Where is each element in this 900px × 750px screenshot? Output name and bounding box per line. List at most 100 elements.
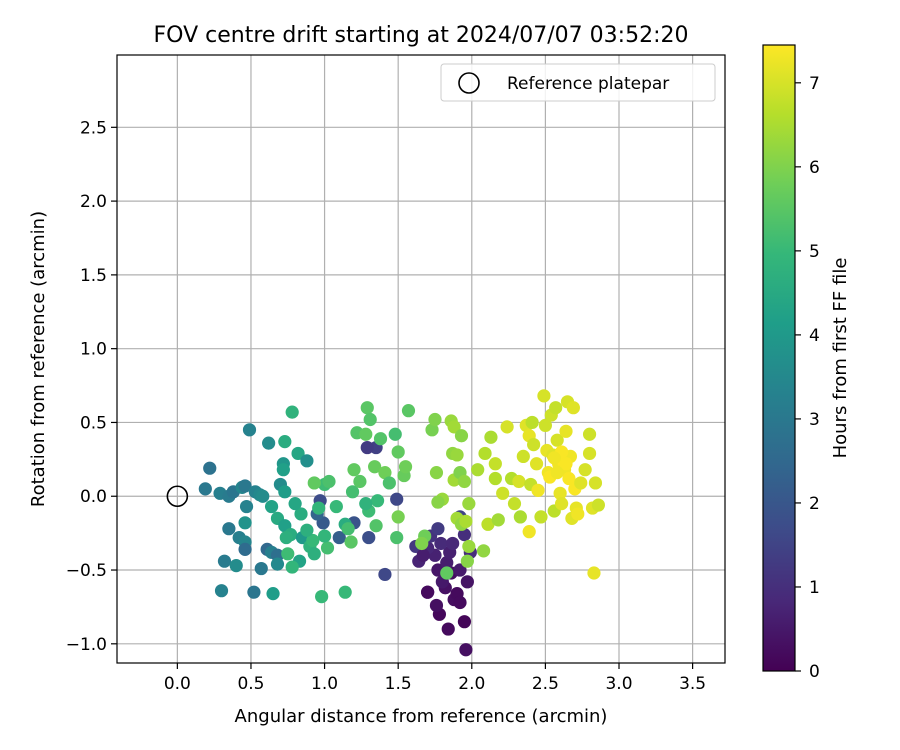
data-point [513,510,527,524]
data-point [471,463,485,477]
y-axis-label: Rotation from reference (arcmin) [28,211,49,507]
data-point [291,446,305,461]
data-point [390,492,404,506]
data-point [398,460,413,474]
data-point [559,457,573,471]
data-point [547,451,561,465]
data-point [516,449,530,463]
data-point [582,427,597,441]
data-point [484,430,498,444]
data-point [276,463,290,477]
x-tick-label: 0.5 [237,674,264,694]
data-point [270,557,285,571]
data-point [571,507,585,521]
data-point [460,554,474,568]
data-point [457,474,472,489]
data-point [390,530,404,545]
data-point [332,530,346,545]
colorbar-tick-label: 4 [809,326,820,346]
colorbar-tick-label: 6 [809,158,820,178]
data-point [285,560,299,574]
data-point [254,561,268,576]
legend-box [440,63,716,102]
reference-platepar-marker [166,485,189,508]
axis-ticks: 0.0 0.5 1.0 1.5 2.0 2.5 3.0 3.5 −1.0 −0.5 0.0 0.5 1.… [66,118,706,694]
data-point [454,429,469,443]
data-point [370,494,385,508]
x-tick-label: 1.0 [311,674,338,694]
x-tick-label: 3.5 [679,674,706,694]
data-point [322,474,336,489]
data-point [549,401,563,415]
data-point [391,445,405,459]
data-point [359,427,373,441]
data-point [550,433,564,447]
data-point [345,485,360,499]
colorbar-tick-label: 0 [809,662,820,682]
data-point [453,563,467,577]
data-point [315,589,329,604]
scatter-points [198,389,605,657]
data-point [450,448,464,462]
colorbar-label: Hours from first FF file [830,258,851,459]
data-point [368,460,382,474]
data-point [238,542,252,556]
data-point [527,437,541,452]
colorbar-tick-label: 3 [809,410,820,430]
data-point [353,474,367,489]
data-point [481,517,495,531]
data-point [317,529,332,543]
legend: Reference platepar [440,63,716,102]
data-point [307,476,321,490]
y-tick-label: 2.5 [80,118,107,138]
data-point [198,482,212,496]
data-point [285,405,299,419]
plot-frame [116,54,726,664]
data-point [578,463,592,477]
data-point [360,401,374,415]
data-point [460,575,474,589]
data-point [488,471,502,486]
data-point [440,556,454,570]
data-point [281,547,295,561]
legend-marker-icon [458,72,480,94]
data-point [431,522,445,536]
legend-label: Reference platepar [507,74,669,94]
data-point [307,547,321,561]
data-point [262,436,276,450]
data-point [362,530,376,545]
data-point [378,466,392,480]
data-point [264,499,279,514]
data-point [429,466,444,480]
data-point [534,510,548,524]
data-point [462,497,476,511]
colorbar-tick-label: 1 [809,578,820,598]
data-point [378,567,392,582]
x-tick-label: 0.0 [164,674,191,694]
data-point [306,533,320,548]
data-point [538,418,552,433]
data-point [446,536,460,551]
data-point [574,476,588,490]
data-point [214,584,229,598]
y-tick-label: 1.0 [80,340,107,360]
data-point [459,514,473,528]
y-tick-label: 2.0 [80,192,107,212]
x-tick-label: 3.0 [605,674,632,694]
data-point [300,454,314,468]
data-point [416,548,430,562]
data-point [363,412,377,427]
data-point [388,427,402,441]
x-tick-label: 1.5 [385,674,412,694]
data-point [447,420,461,434]
data-point [242,423,257,437]
data-point [300,523,314,537]
data-point [587,566,601,580]
data-point [238,516,252,530]
data-point [478,446,492,461]
y-tick-label: −1.0 [66,635,107,655]
data-point [359,497,373,511]
data-point [453,595,467,610]
data-point [347,463,361,477]
